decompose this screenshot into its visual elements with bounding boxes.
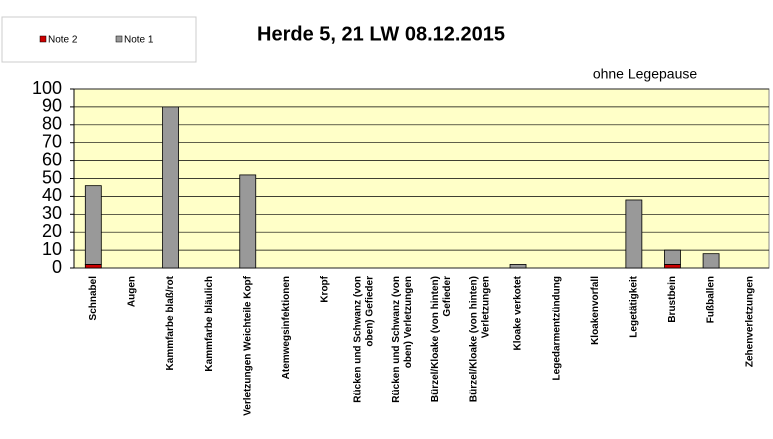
x-tick-label: Legetätigkeit: [629, 275, 640, 337]
bar-segment: [664, 264, 681, 269]
x-tick-label: Kloake verkotet: [513, 275, 524, 350]
x-tick-label: Schnabel: [88, 276, 99, 321]
y-tick-label: 0: [52, 257, 62, 277]
bar-segment: [702, 253, 720, 269]
legend-label: Note 1: [124, 35, 154, 46]
x-tick-label: Kammfarbe blaß/rot: [165, 275, 176, 370]
x-tick-label: Legedarmentzündung: [551, 276, 562, 380]
chart-title: Herde 5, 21 LW 08.12.2015: [257, 23, 505, 45]
y-tick-label: 80: [42, 114, 62, 134]
legend-box: [1, 16, 197, 63]
y-tick-label: 10: [42, 239, 62, 259]
y-tick-label: 50: [42, 167, 62, 187]
bar-segment: [84, 264, 102, 269]
x-tick-label: Atemwegsinfektionen: [281, 276, 292, 379]
y-tick-label: 70: [42, 131, 62, 151]
x-tick-label: Fußballen: [706, 276, 717, 323]
bar-segment: [84, 185, 102, 265]
x-tick-label: Kropf: [320, 275, 331, 302]
y-tick-label: 30: [42, 203, 62, 223]
x-tick-label: Rücken und Schwanz (vonoben) Verletzunge…: [391, 276, 414, 403]
legend-swatch: [115, 35, 123, 43]
y-tick-label: 60: [42, 149, 62, 169]
x-tick-label: Bürzel/Kloake (von hinten)Gefieder: [429, 276, 452, 402]
x-tick-label: Rücken und Schwanz (vonoben) Gefieder: [352, 276, 375, 403]
x-tick-label: Zehenverletzungen: [744, 276, 755, 367]
bar-segment: [509, 264, 527, 269]
y-tick-label: 100: [32, 78, 62, 98]
x-tick-label: Brustbein: [667, 276, 678, 323]
y-tick-label: 90: [42, 96, 62, 116]
bar-segment: [664, 249, 681, 265]
x-tick-label: Kloakenvorfall: [590, 276, 601, 345]
x-tick-label: Bürzel/Kloake (von hinten)Verletzungen: [468, 276, 491, 402]
legend-label: Note 2: [48, 35, 78, 46]
bar-segment: [625, 199, 643, 269]
legend-swatch: [39, 35, 47, 43]
y-tick-label: 40: [42, 185, 62, 205]
x-tick-label: Verletzungen Weichteile Kopf: [242, 275, 253, 416]
chart-subtitle: ohne Legepause: [593, 66, 698, 82]
bar-segment: [162, 106, 179, 269]
bar-segment: [239, 174, 257, 269]
x-tick-label: Augen: [127, 276, 138, 307]
x-tick-label: Kammfarbe bläulich: [204, 276, 215, 372]
y-tick-label: 20: [42, 221, 62, 241]
